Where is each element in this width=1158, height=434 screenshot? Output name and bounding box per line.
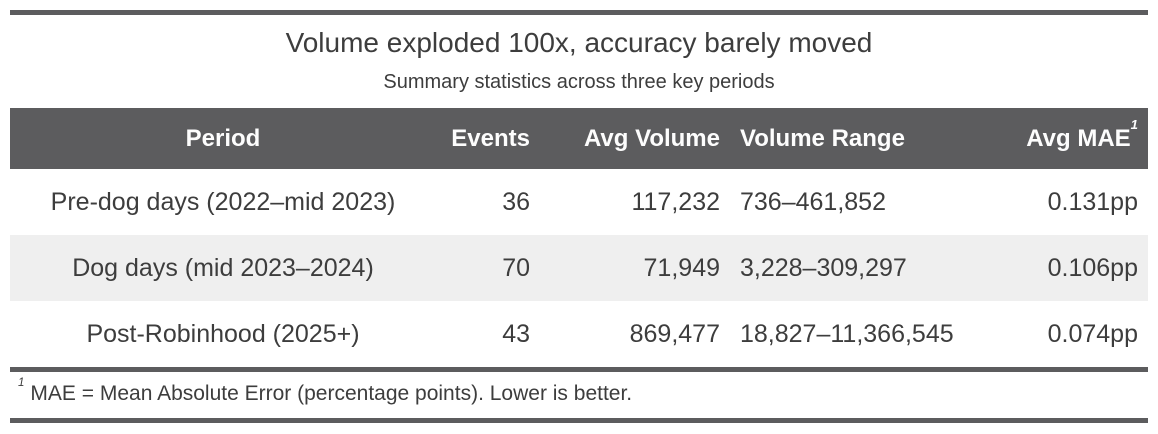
column-header-events: Events <box>436 108 540 169</box>
top-rule <box>10 10 1148 15</box>
cell-avg-mae: 0.074pp <box>1047 319 1138 348</box>
header-row: Period Events Avg Volume Volume Range Av… <box>10 108 1148 169</box>
mid-rule <box>10 367 1148 372</box>
bottom-rule <box>10 418 1148 423</box>
column-header-avg-volume: Avg Volume <box>540 108 730 169</box>
cell-events: 70 <box>436 235 540 301</box>
cell-events: 43 <box>502 319 530 348</box>
cell-avg-volume: 869,477 <box>629 319 720 348</box>
table-row: Post-Robinhood (2025+) 43 869,477 18,827… <box>10 301 1148 367</box>
figure-subtitle: Summary statistics across three key peri… <box>383 71 775 93</box>
footnote-reference-marker: 1 <box>1130 117 1138 133</box>
footnote-text: MAE = Mean Absolute Error (percentage po… <box>30 382 633 405</box>
cell-avg-volume: 71,949 <box>540 235 730 301</box>
cell-volume-range: 3,228–309,297 <box>730 235 992 301</box>
column-header-period: Period <box>10 108 436 169</box>
footnote-marker: 1 <box>18 376 25 389</box>
cell-avg-mae: 0.106pp <box>992 235 1148 301</box>
summary-table: Period Events Avg Volume Volume Range Av… <box>10 108 1148 367</box>
cell-volume-range: 18,827–11,366,545 <box>740 319 954 348</box>
cell-period: Pre-dog days (2022–mid 2023) <box>50 187 396 216</box>
column-header-avg-mae: Avg MAE1 <box>992 108 1148 169</box>
figure-title: Volume exploded 100x, accuracy barely mo… <box>285 27 873 58</box>
footnote: 1 MAE = Mean Absolute Error (percentage p… <box>10 372 1148 418</box>
cell-period: Post-Robinhood (2025+) <box>86 319 360 348</box>
cell-events: 36 <box>502 187 530 216</box>
table-row: Pre-dog days (2022–mid 2023) 36 117,232 … <box>10 169 1148 235</box>
column-header-volume-range: Volume Range <box>730 108 992 169</box>
table-row: Dog days (mid 2023–2024) 70 71,949 3,228… <box>10 235 1148 301</box>
cell-period: Dog days (mid 2023–2024) <box>10 235 436 301</box>
column-header-avg-mae-label: Avg MAE <box>1026 124 1131 152</box>
cell-avg-volume: 117,232 <box>631 187 720 216</box>
cell-volume-range: 736–461,852 <box>740 187 886 216</box>
cell-avg-mae: 0.131pp <box>1047 187 1138 216</box>
